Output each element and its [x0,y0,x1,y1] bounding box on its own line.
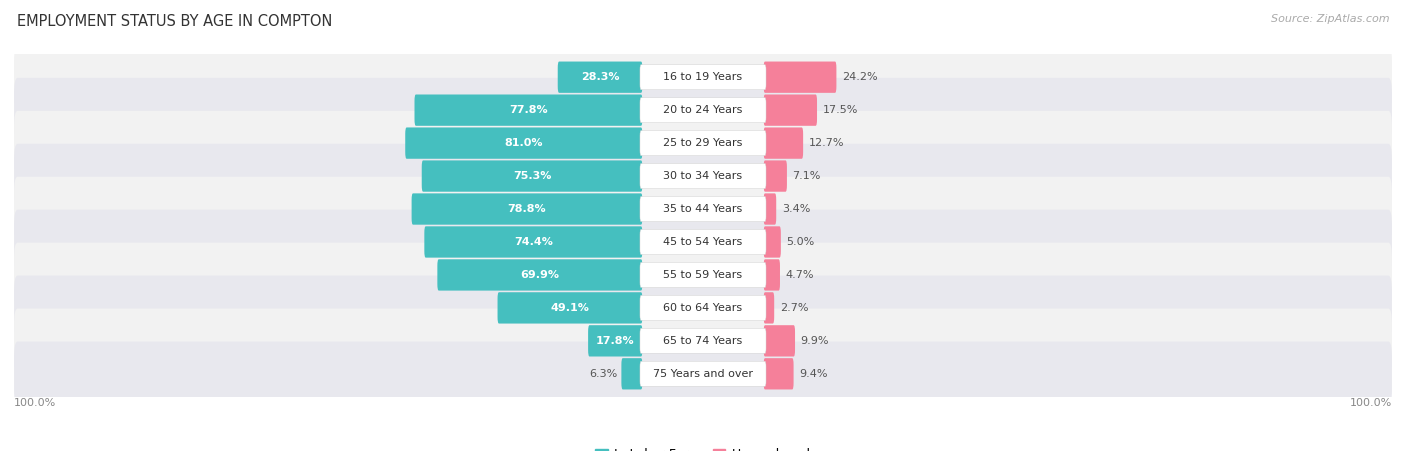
Text: 17.8%: 17.8% [596,336,634,346]
Text: 49.1%: 49.1% [551,303,589,313]
Text: 35 to 44 Years: 35 to 44 Years [664,204,742,214]
Text: 45 to 54 Years: 45 to 54 Years [664,237,742,247]
Text: 2.7%: 2.7% [780,303,808,313]
FancyBboxPatch shape [640,328,766,354]
Text: 3.4%: 3.4% [782,204,810,214]
Text: 65 to 74 Years: 65 to 74 Years [664,336,742,346]
Text: 5.0%: 5.0% [786,237,814,247]
Text: 81.0%: 81.0% [505,138,543,148]
Text: 6.3%: 6.3% [589,369,617,379]
FancyBboxPatch shape [14,111,1392,175]
FancyBboxPatch shape [763,292,775,323]
FancyBboxPatch shape [763,325,794,356]
FancyBboxPatch shape [422,161,643,192]
Text: 74.4%: 74.4% [515,237,553,247]
Text: 4.7%: 4.7% [786,270,814,280]
FancyBboxPatch shape [763,61,837,93]
FancyBboxPatch shape [640,361,766,387]
Legend: In Labor Force, Unemployed: In Labor Force, Unemployed [591,443,815,451]
FancyBboxPatch shape [405,128,643,159]
FancyBboxPatch shape [640,295,766,320]
FancyBboxPatch shape [640,64,766,90]
FancyBboxPatch shape [425,226,643,258]
FancyBboxPatch shape [621,358,643,390]
FancyBboxPatch shape [14,308,1392,373]
FancyBboxPatch shape [14,78,1392,143]
Text: 16 to 19 Years: 16 to 19 Years [664,72,742,82]
FancyBboxPatch shape [640,131,766,156]
Text: 24.2%: 24.2% [842,72,877,82]
Text: 20 to 24 Years: 20 to 24 Years [664,105,742,115]
Text: 60 to 64 Years: 60 to 64 Years [664,303,742,313]
FancyBboxPatch shape [763,128,803,159]
Text: 17.5%: 17.5% [823,105,858,115]
FancyBboxPatch shape [558,61,643,93]
FancyBboxPatch shape [14,276,1392,340]
Text: 7.1%: 7.1% [793,171,821,181]
FancyBboxPatch shape [763,226,780,258]
FancyBboxPatch shape [588,325,643,356]
FancyBboxPatch shape [640,164,766,189]
FancyBboxPatch shape [14,210,1392,274]
FancyBboxPatch shape [763,259,780,290]
Text: 55 to 59 Years: 55 to 59 Years [664,270,742,280]
FancyBboxPatch shape [14,341,1392,406]
Text: Source: ZipAtlas.com: Source: ZipAtlas.com [1271,14,1389,23]
Text: 78.8%: 78.8% [508,204,547,214]
Text: 9.4%: 9.4% [799,369,828,379]
FancyBboxPatch shape [437,259,643,290]
FancyBboxPatch shape [14,144,1392,208]
FancyBboxPatch shape [14,177,1392,241]
Text: 25 to 29 Years: 25 to 29 Years [664,138,742,148]
Text: 28.3%: 28.3% [581,72,619,82]
FancyBboxPatch shape [640,97,766,123]
FancyBboxPatch shape [415,95,643,126]
FancyBboxPatch shape [763,95,817,126]
Text: 9.9%: 9.9% [800,336,830,346]
FancyBboxPatch shape [14,243,1392,307]
FancyBboxPatch shape [640,197,766,221]
FancyBboxPatch shape [763,193,776,225]
Text: EMPLOYMENT STATUS BY AGE IN COMPTON: EMPLOYMENT STATUS BY AGE IN COMPTON [17,14,332,28]
FancyBboxPatch shape [412,193,643,225]
Text: 77.8%: 77.8% [509,105,548,115]
Text: 75.3%: 75.3% [513,171,551,181]
Text: 75 Years and over: 75 Years and over [652,369,754,379]
Text: 100.0%: 100.0% [1350,397,1392,408]
Text: 30 to 34 Years: 30 to 34 Years [664,171,742,181]
Text: 100.0%: 100.0% [14,397,56,408]
FancyBboxPatch shape [640,230,766,254]
Text: 12.7%: 12.7% [808,138,844,148]
FancyBboxPatch shape [640,262,766,287]
FancyBboxPatch shape [14,45,1392,110]
FancyBboxPatch shape [763,161,787,192]
Text: 69.9%: 69.9% [520,270,560,280]
FancyBboxPatch shape [498,292,643,323]
FancyBboxPatch shape [763,358,793,390]
